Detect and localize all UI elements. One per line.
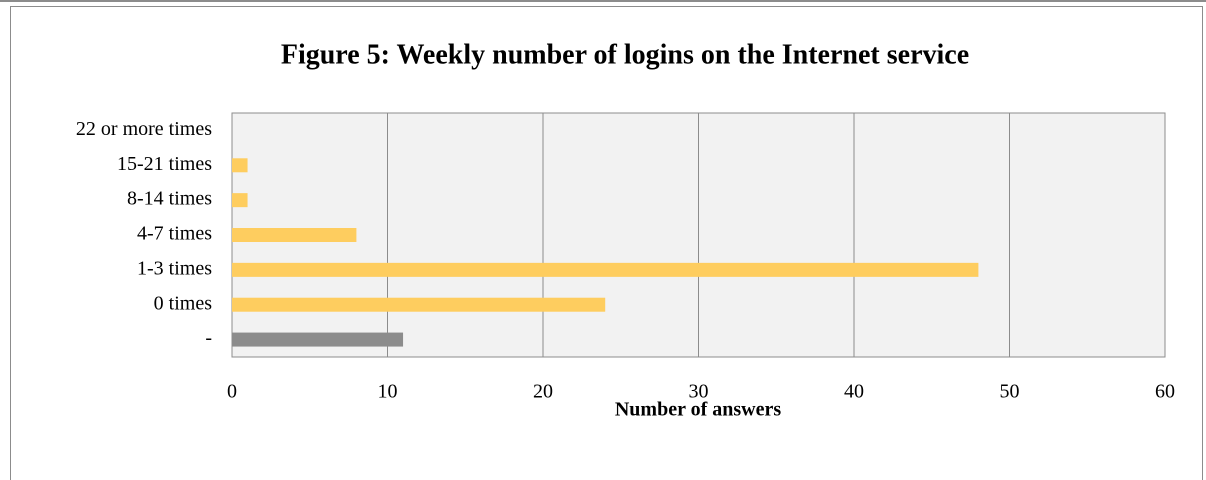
- y-tick-label: 1-3 times: [137, 257, 212, 279]
- chart-title: Figure 5: Weekly number of logins on the…: [281, 39, 969, 70]
- y-tick-label: 22 or more times: [76, 118, 212, 140]
- x-tick-label: 60: [1155, 381, 1175, 403]
- x-axis-label: Number of answers: [615, 399, 782, 421]
- bar: [232, 297, 606, 312]
- bar: [232, 193, 248, 208]
- x-tick-label: 30: [689, 381, 709, 403]
- bar: [232, 228, 357, 242]
- x-tick-label: 10: [378, 381, 398, 403]
- x-tick-label: 20: [533, 381, 553, 403]
- y-tick-label: 8-14 times: [127, 188, 212, 210]
- y-tick-label: 4-7 times: [137, 223, 212, 245]
- y-tick-label: 15-21 times: [117, 153, 212, 175]
- x-tick-label: 40: [844, 381, 864, 403]
- x-tick-label: 0: [227, 381, 237, 403]
- bar: [232, 332, 404, 347]
- bar: [232, 158, 248, 173]
- x-tick-label: 50: [1000, 381, 1020, 403]
- y-tick-label: -: [205, 327, 212, 349]
- y-tick-label: 0 times: [154, 292, 213, 314]
- bar: [232, 262, 979, 277]
